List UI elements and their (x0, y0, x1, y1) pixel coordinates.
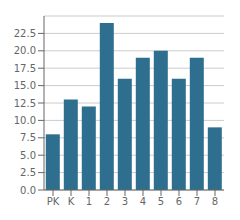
svg-text:7.5: 7.5 (20, 132, 36, 143)
svg-text:22.5: 22.5 (14, 28, 36, 39)
svg-text:5.0: 5.0 (20, 150, 36, 161)
svg-text:10.0: 10.0 (14, 115, 36, 126)
svg-text:2.5: 2.5 (20, 167, 36, 178)
svg-text:8: 8 (212, 196, 218, 207)
svg-text:15.0: 15.0 (14, 80, 36, 91)
svg-text:6: 6 (176, 196, 182, 207)
svg-text:20.0: 20.0 (14, 45, 36, 56)
svg-text:3: 3 (122, 196, 128, 207)
svg-text:0.0: 0.0 (20, 185, 36, 196)
svg-text:7: 7 (194, 196, 200, 207)
svg-text:PK: PK (47, 196, 60, 207)
svg-text:12.5: 12.5 (14, 98, 36, 109)
svg-text:5: 5 (158, 196, 164, 207)
svg-text:1: 1 (86, 196, 92, 207)
svg-text:4: 4 (140, 196, 146, 207)
svg-text:2: 2 (104, 196, 110, 207)
svg-text:17.5: 17.5 (14, 63, 36, 74)
svg-text:K: K (68, 196, 75, 207)
